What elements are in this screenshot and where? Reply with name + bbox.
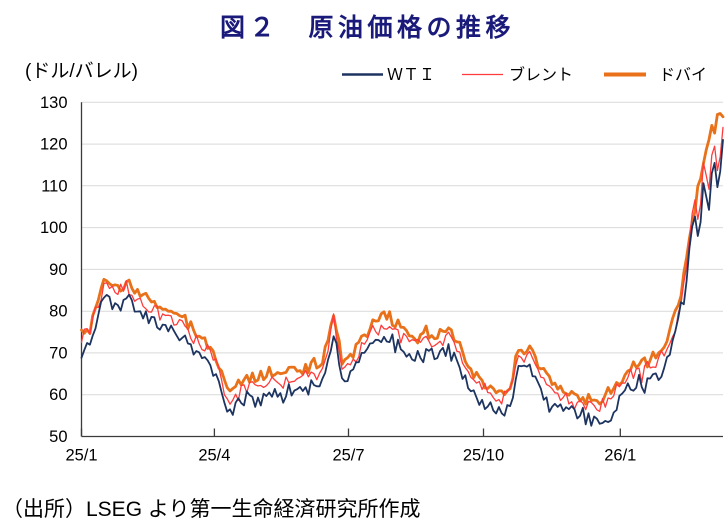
svg-text:110: 110 — [41, 177, 67, 195]
svg-text:ドバイ: ドバイ — [659, 67, 707, 84]
svg-text:120: 120 — [40, 136, 68, 154]
svg-text:25/4: 25/4 — [198, 447, 230, 465]
svg-text:50: 50 — [49, 428, 67, 446]
svg-text:90: 90 — [49, 261, 67, 279]
svg-text:100: 100 — [40, 219, 68, 237]
svg-text:25/10: 25/10 — [463, 447, 504, 465]
svg-text:130: 130 — [40, 94, 68, 112]
svg-text:70: 70 — [49, 344, 67, 362]
svg-text:ブレント: ブレント — [509, 65, 573, 84]
svg-text:80: 80 — [49, 303, 67, 321]
svg-text:60: 60 — [49, 386, 67, 404]
svg-text:25/1: 25/1 — [65, 447, 97, 465]
svg-text:26/1: 26/1 — [604, 447, 636, 465]
svg-text:25/7: 25/7 — [332, 447, 364, 465]
svg-text:ＷＴＩ: ＷＴＩ — [387, 67, 435, 84]
